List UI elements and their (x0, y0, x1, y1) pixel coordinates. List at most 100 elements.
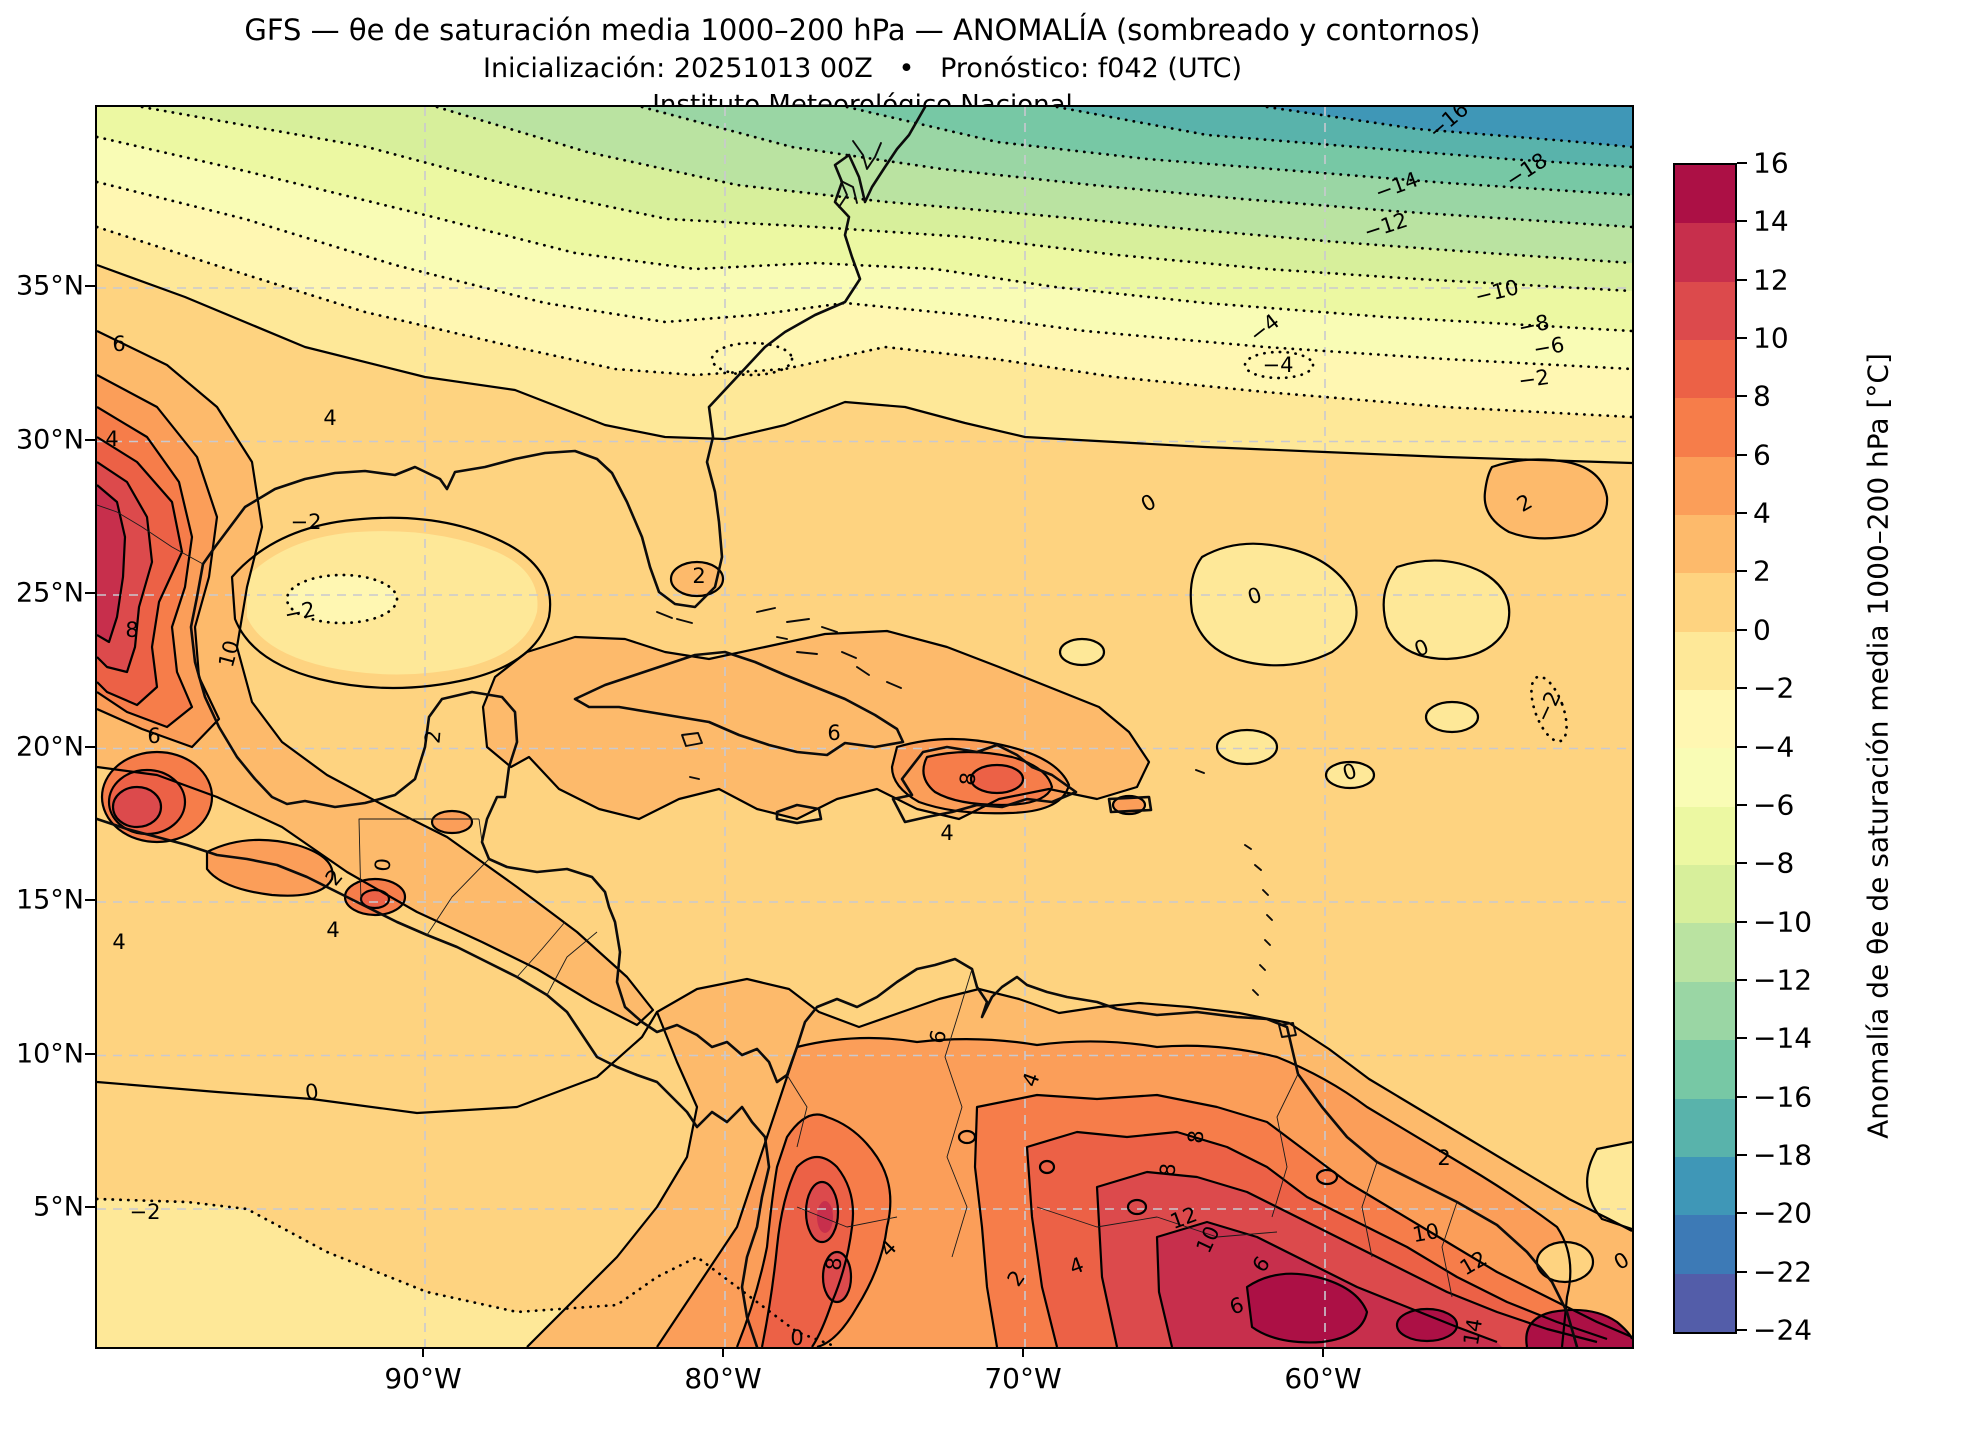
colorbar-tick-mark (1737, 803, 1747, 806)
colorbar-tick-mark (1737, 628, 1747, 631)
chesapeake-bay-detail (838, 140, 882, 208)
positive-contour-label: 14 (1459, 1317, 1487, 1347)
colorbar-tick-label: −12 (1753, 963, 1813, 997)
y-tick-mark (85, 746, 95, 748)
filled-contours (97, 107, 1632, 1347)
positive-contour-label: 2 (1437, 1146, 1450, 1170)
colorbar-tick-label: −14 (1753, 1021, 1813, 1055)
map-axes: −16 −18 −14 −12 −10 −8 −6 −2 −4 −4 −2 −2 −2 −2 6 4 4 8 10 6… (95, 105, 1634, 1349)
colorbar-tick-mark (1737, 978, 1747, 981)
colorbar-tick-mark (1737, 278, 1747, 281)
filled-contour-band (1326, 762, 1374, 788)
colorbar-tick-label: −8 (1753, 846, 1795, 880)
positive-contour-label: 8 (955, 771, 980, 786)
colorbar-tick-label: −24 (1753, 1313, 1813, 1347)
colorbar-band (1675, 923, 1735, 982)
positive-contour-label: 0 (304, 1079, 321, 1105)
colorbar-tick-label: 8 (1753, 379, 1771, 413)
colorbar-tick-mark (1737, 162, 1747, 164)
contour-label-layer: −16−18−14−12−10−8−6−2−4−4−2−2−2−26448106… (105, 107, 1632, 1347)
colorbar-tick-label: −20 (1753, 1196, 1813, 1230)
y-tick-label: 35°N (15, 270, 84, 302)
colorbar-band (1675, 1098, 1735, 1157)
filled-contour-band (207, 839, 333, 896)
negative-contour-label: −2 (1517, 365, 1551, 393)
filled-contour-band (1247, 1273, 1367, 1343)
y-tick-mark (85, 285, 95, 287)
lesser-antilles-islands (1195, 769, 1273, 996)
y-tick-mark (85, 439, 95, 441)
colorbar-tick-mark (1737, 1270, 1747, 1273)
positive-contour-label: 0 (790, 1326, 803, 1347)
positive-contour-label: 8 (1183, 1129, 1208, 1144)
positive-contour-label: 6 (925, 1028, 951, 1046)
colorbar-tick-label: 10 (1753, 321, 1789, 355)
filled-contour-band (361, 890, 389, 908)
filled-contour-band (1217, 730, 1277, 764)
colorbar-bands (1675, 165, 1735, 1332)
filled-contour-band (432, 811, 472, 833)
filled-contour-band (1537, 1242, 1593, 1282)
filled-contour-band (1267, 107, 1632, 147)
colorbar (1673, 163, 1737, 1334)
y-tick-label: 5°N (33, 1191, 84, 1223)
colorbar-tick-mark (1737, 687, 1747, 690)
colorbar-band (1675, 223, 1735, 282)
colorbar-tick-label: −10 (1753, 905, 1813, 939)
filled-contour-band (1484, 459, 1608, 539)
y-tick-mark (85, 1053, 95, 1055)
colorbar-band (1675, 1273, 1735, 1332)
colorbar-tick-mark (1737, 570, 1747, 573)
filled-contour-band (1383, 560, 1510, 659)
filled-contour-band (1060, 639, 1104, 665)
colorbar-tick-label: −6 (1753, 788, 1795, 822)
positive-contour-label: 4 (323, 406, 336, 430)
colorbar-tick-label: 12 (1753, 263, 1789, 297)
colorbar-tick-mark (1737, 1037, 1747, 1040)
colorbar-band (1675, 165, 1735, 224)
cayman-island (689, 776, 700, 780)
colorbar-tick-label: −16 (1753, 1080, 1813, 1114)
colorbar-tick-label: −2 (1753, 671, 1795, 705)
colorbar-tick-mark (1737, 220, 1747, 223)
filled-contour-band (817, 1201, 833, 1233)
y-tick-mark (85, 1206, 95, 1208)
country-borders (97, 504, 1458, 1298)
colorbar-band (1675, 573, 1735, 632)
y-tick-mark (85, 592, 95, 594)
colorbar-tick-mark (1737, 512, 1747, 515)
colorbar-tick-mark (1737, 1095, 1747, 1098)
positive-contour-label: 8 (821, 1256, 846, 1271)
colorbar-label: Anomalía de θe de saturación media 1000–… (1861, 353, 1895, 1139)
cuba-coastline (573, 650, 905, 757)
y-tick-label: 30°N (15, 424, 84, 456)
colorbar-tick-label: 4 (1753, 496, 1771, 530)
negative-contour-label: −4 (1263, 353, 1294, 377)
bahamas-islands (756, 607, 902, 689)
filled-contour-band (1587, 1142, 1632, 1229)
y-tick-label: 20°N (15, 731, 84, 763)
figure-subtitle: Inicialización: 20251013 00Z • Pronóstic… (482, 53, 1242, 85)
negative-contour-label: −2 (130, 1200, 161, 1224)
colorbar-tick-mark (1737, 745, 1747, 748)
title-block: GFS — θe de saturación media 1000–200 hP… (95, 12, 1630, 122)
colorbar-band (1675, 515, 1735, 574)
filled-contour-band (97, 331, 653, 1025)
filled-contour-band (287, 575, 397, 623)
trinidad-island (1278, 1022, 1297, 1038)
hispaniola-coastline (891, 743, 1078, 824)
colorbar-band (1675, 340, 1735, 399)
colorbar-tick-mark (1737, 453, 1747, 456)
colorbar-band (1675, 981, 1735, 1041)
filled-contour-band (1397, 1309, 1457, 1341)
colorbar-band (1675, 281, 1735, 341)
positive-contour-label: 2 (420, 729, 445, 744)
colorbar-band (1675, 398, 1735, 457)
x-tick-label: 70°W (984, 1362, 1062, 1395)
negative-contour-label: −2 (291, 510, 322, 534)
colorbar-tick-label: 0 (1753, 613, 1771, 647)
y-tick-label: 10°N (15, 1038, 84, 1070)
coastlines (97, 107, 1579, 1347)
y-tick-label: 25°N (15, 577, 84, 609)
